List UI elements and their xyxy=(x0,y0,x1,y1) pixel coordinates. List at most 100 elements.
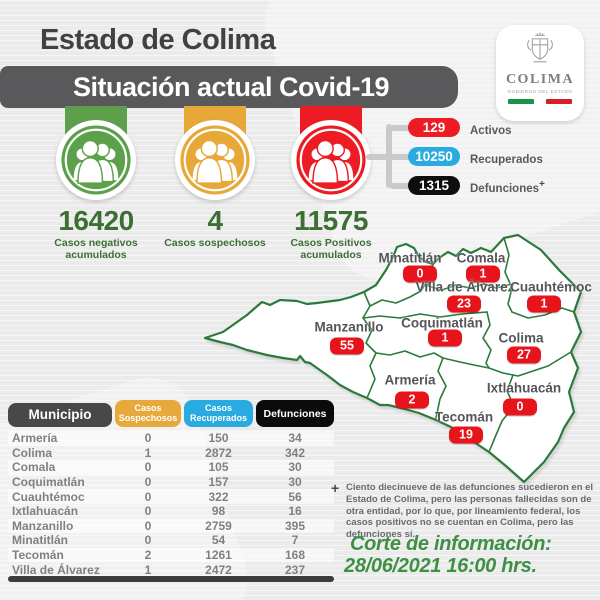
status-pill-value: 1315 xyxy=(408,176,460,195)
cell-recuperados: 98 xyxy=(211,504,226,519)
card-label-line1: Casos Positivos xyxy=(290,237,372,249)
card-value: 4 xyxy=(207,205,223,236)
municipality-active-cases-badge: 23 xyxy=(447,295,481,313)
cell-sospechosos: 0 xyxy=(144,533,152,548)
municipality-label: Coquimatlán xyxy=(401,315,483,331)
cell-defunciones: 395 xyxy=(284,518,306,533)
status-pill-value: 10250 xyxy=(408,147,460,166)
cell-municipio: Cuauhtémoc xyxy=(12,489,85,504)
coat-of-arms-icon xyxy=(527,32,553,63)
table-row: Coquimatlán 0 157 30 xyxy=(8,475,334,490)
cell-recuperados: 1261 xyxy=(205,548,232,563)
people-group-icon xyxy=(56,120,136,200)
cutoff-line1: Corte de información: xyxy=(350,533,552,555)
card-value: 16420 xyxy=(58,205,134,236)
cell-sospechosos: 0 xyxy=(144,518,152,533)
cell-municipio: Armería xyxy=(12,431,58,446)
status-pill-label: Defunciones+ xyxy=(470,178,545,195)
summary-card: 4 Casos sospechosos xyxy=(140,106,290,249)
cell-defunciones: 237 xyxy=(284,562,306,577)
people-group-icon xyxy=(291,120,371,200)
state-border xyxy=(203,233,583,484)
municipality-active-cases-badge: 1 xyxy=(527,295,561,313)
municipality-label: Ixtlahuacán xyxy=(486,380,562,396)
municipality-label: Villa de Álvarez xyxy=(415,279,515,295)
government-logo: COLIMA GOBIERNO DEL ESTADO xyxy=(496,25,584,121)
logo-flag-bars xyxy=(496,99,584,104)
cell-defunciones: 7 xyxy=(291,533,299,548)
cell-recuperados: 157 xyxy=(208,475,229,490)
cell-sospechosos: 0 xyxy=(144,475,152,490)
logo-subtitle: GOBIERNO DEL ESTADO xyxy=(507,89,573,94)
cell-recuperados: 150 xyxy=(208,431,229,446)
cell-sospechosos: 0 xyxy=(144,504,152,519)
municipality-label: Colima xyxy=(498,330,544,346)
table-row: Villa de Álvarez 1 2472 237 xyxy=(8,562,334,577)
municipal-boundary xyxy=(488,351,572,377)
cell-recuperados: 2872 xyxy=(205,445,232,460)
flag-red-bar xyxy=(546,99,572,104)
page-title: Estado de Colima xyxy=(40,24,276,56)
bracket-line xyxy=(390,183,410,189)
table-row: Armería 0 150 34 xyxy=(8,431,334,446)
footnote-marker: + xyxy=(539,178,545,190)
header-line: Sospechosos xyxy=(118,412,178,423)
municipal-boundary xyxy=(482,311,492,369)
header-defunciones: Defunciones xyxy=(256,400,334,427)
card-label-line1: Casos sospechosos xyxy=(164,237,266,249)
municipal-boundary xyxy=(435,357,447,419)
cell-defunciones: 168 xyxy=(284,548,306,563)
summary-card: 11575 Casos Positivos acumulados xyxy=(256,106,406,261)
cell-defunciones: 342 xyxy=(284,445,306,460)
cell-recuperados: 322 xyxy=(208,489,229,504)
municipality-active-cases-badge: 27 xyxy=(507,346,541,364)
cell-municipio: Villa de Álvarez xyxy=(12,562,100,577)
cell-municipio: Manzanillo xyxy=(12,518,74,533)
cell-sospechosos: 0 xyxy=(144,489,152,504)
table-bottom-rule xyxy=(8,576,334,582)
municipality-table: Municipio Casos Sospechosos Casos Recupe… xyxy=(8,400,334,577)
cell-defunciones: 56 xyxy=(288,489,302,504)
cell-municipio: Comala xyxy=(12,460,56,475)
municipality-label: Minatitlán xyxy=(378,250,442,266)
cell-recuperados: 105 xyxy=(208,460,229,475)
municipality-label: Armería xyxy=(384,372,436,388)
municipal-boundary xyxy=(511,307,575,319)
municipality-active-cases-badge: 0 xyxy=(503,398,537,416)
municipality-label: Manzanillo xyxy=(314,319,384,335)
header-line: Casos xyxy=(134,403,162,413)
cell-municipio: Ixtlahuacán xyxy=(12,504,79,519)
card-label-line2: acumulados xyxy=(65,249,127,261)
municipal-boundary xyxy=(442,357,490,369)
cell-recuperados: 2472 xyxy=(205,562,232,577)
municipal-boundary xyxy=(503,237,513,313)
municipality-label: Comala xyxy=(456,250,506,266)
table-row: Tecomán 2 1261 168 xyxy=(8,547,334,563)
cell-municipio: Coquimatlán xyxy=(12,475,85,490)
header-municipio: Municipio xyxy=(8,403,112,427)
municipal-boundary xyxy=(362,291,377,399)
bracket-line xyxy=(366,154,410,160)
logo-wordmark: COLIMA xyxy=(505,72,575,87)
summary-card: 16420 Casos negativos acumulados xyxy=(21,106,171,261)
cell-municipio: Tecomán xyxy=(12,548,64,563)
municipal-boundary xyxy=(375,350,444,359)
table-row: Comala 0 105 30 xyxy=(8,460,334,475)
municipality-label: Tecomán xyxy=(434,409,494,425)
status-pill-label: Recuperados xyxy=(470,153,543,166)
status-pill-label: Activos xyxy=(470,124,512,137)
municipality-active-cases-badge: 2 xyxy=(395,391,429,409)
footnote-cross-icon: + xyxy=(331,480,340,496)
cell-municipio: Minatitlán xyxy=(12,533,68,548)
municipality-active-cases-badge: 19 xyxy=(449,426,483,444)
cell-sospechosos: 0 xyxy=(144,431,152,446)
cell-municipio: Colima xyxy=(12,445,53,460)
header-casos-sospechosos: Casos Sospechosos xyxy=(115,400,181,427)
cell-defunciones: 30 xyxy=(288,460,302,475)
municipality-active-cases-badge: 1 xyxy=(428,329,462,347)
footnote-text: Ciento diecinueve de las defunciones suc… xyxy=(346,482,594,541)
cutoff-line2: 28/06/2021 16:00 hrs. xyxy=(344,555,537,577)
data-cutoff: Corte de información: 28/06/2021 16:00 h… xyxy=(344,533,552,577)
municipality-active-cases-badge: 55 xyxy=(330,337,364,355)
